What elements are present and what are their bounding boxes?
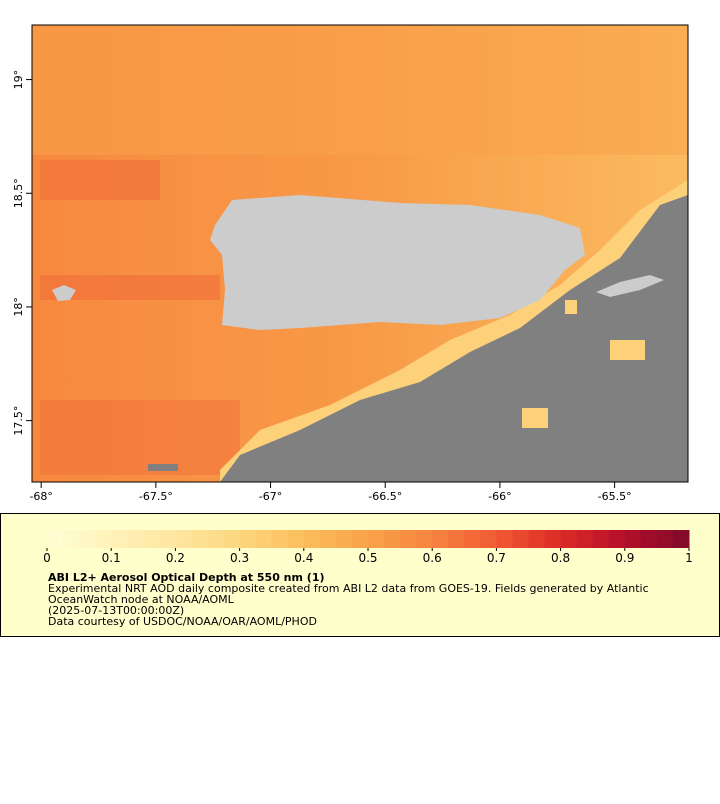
colorbar-cell bbox=[223, 530, 241, 548]
colorbar: 0 0.1 0.2 0.3 0.4 0.5 0.6 0.7 0.8 0.9 1 bbox=[43, 530, 693, 565]
caption-title: ABI L2+ Aerosol Optical Depth at 550 nm … bbox=[48, 571, 325, 584]
colorbar-cell bbox=[255, 530, 273, 548]
caption-line: OceanWatch node at NOAA/AOML bbox=[48, 593, 235, 606]
aod-patch bbox=[522, 408, 548, 428]
colorbar-cell bbox=[512, 530, 529, 548]
land-puerto-rico bbox=[210, 195, 585, 330]
colorbar-cell bbox=[672, 530, 690, 548]
colorbar-cell bbox=[400, 530, 417, 548]
colorbar-cell bbox=[79, 530, 96, 548]
caption-line: (2025-07-13T00:00:00Z) bbox=[48, 604, 184, 617]
colorbar-cell bbox=[432, 530, 449, 548]
colorbar-tick-label: 1 bbox=[685, 551, 693, 565]
colorbar-cell bbox=[528, 530, 546, 548]
colorbar-cell bbox=[175, 530, 192, 548]
colorbar-cell bbox=[544, 530, 562, 548]
no-data bbox=[148, 464, 178, 471]
map-plot bbox=[31, 24, 689, 483]
plot-frame bbox=[31, 24, 689, 483]
colorbar-tick-label: 0.3 bbox=[230, 551, 249, 565]
no-data bbox=[220, 195, 688, 482]
colorbar-cell bbox=[464, 530, 481, 548]
colorbar-cell bbox=[287, 530, 305, 548]
colorbar-cell bbox=[656, 530, 674, 548]
colorbar-cell bbox=[159, 530, 176, 548]
colorbar-cell bbox=[95, 530, 112, 548]
colorbar-cell bbox=[608, 530, 626, 548]
aod-patch bbox=[610, 340, 645, 360]
colorbar-cell bbox=[239, 530, 257, 548]
colorbar-tick-label: 0.4 bbox=[294, 551, 313, 565]
colorbar-cell bbox=[496, 530, 513, 548]
colorbar-tick-label: 0.5 bbox=[358, 551, 377, 565]
colorbar-cell bbox=[368, 530, 385, 548]
colorbar-cell bbox=[640, 530, 658, 548]
colorbar-tick-label: 0.8 bbox=[551, 551, 570, 565]
colorbar-cell bbox=[624, 530, 642, 548]
caption-line: Experimental NRT AOD daily composite cre… bbox=[48, 582, 649, 595]
colorbar-cell bbox=[319, 530, 337, 548]
colorbar-tick-label: 0.9 bbox=[615, 551, 634, 565]
x-tick-label: -67.5° bbox=[139, 490, 173, 503]
colorbar-cell bbox=[560, 530, 578, 548]
x-tick-label: -66° bbox=[488, 490, 511, 503]
aod-patch bbox=[40, 400, 240, 475]
colorbar-cell bbox=[480, 530, 497, 548]
colorbar-tick-label: 0.7 bbox=[487, 551, 506, 565]
aod-patch bbox=[40, 160, 160, 200]
x-tick-label: -66.5° bbox=[368, 490, 402, 503]
colorbar-cell bbox=[335, 530, 353, 548]
colorbar-tick-label: 0 bbox=[43, 551, 51, 565]
colorbar-cell bbox=[271, 530, 289, 548]
y-tick-label: 18.5° bbox=[12, 178, 25, 208]
colorbar-cell bbox=[303, 530, 321, 548]
colorbar-cell bbox=[351, 530, 369, 548]
land-vieques bbox=[596, 275, 664, 297]
x-tick-label: -68° bbox=[29, 490, 52, 503]
colorbar-tick-label: 0.1 bbox=[102, 551, 121, 565]
colorbar-cell bbox=[127, 530, 144, 548]
caption-line: Data courtesy of USDOC/NOAA/OAR/AOML/PHO… bbox=[48, 615, 317, 628]
land-mona bbox=[52, 285, 76, 301]
colorbar-cell bbox=[47, 530, 64, 548]
colorbar-cell bbox=[111, 530, 128, 548]
colorbar-tick-label: 0.6 bbox=[423, 551, 442, 565]
aod-patch bbox=[565, 300, 577, 314]
colorbar-cell bbox=[63, 530, 80, 548]
colorbar-cell bbox=[592, 530, 610, 548]
colorbar-cell bbox=[448, 530, 465, 548]
aod-field-north bbox=[32, 25, 688, 155]
axes: -68° -67.5° -67° -66.5° -66° -65.5° 19° 18.5° 18… bbox=[12, 70, 632, 503]
colorbar-tick-label: 0.2 bbox=[166, 551, 185, 565]
x-tick-label: -65.5° bbox=[598, 490, 632, 503]
x-tick-label: -67° bbox=[259, 490, 282, 503]
colorbar-cell bbox=[207, 530, 225, 548]
colorbar-cell bbox=[576, 530, 594, 548]
y-tick-label: 19° bbox=[12, 70, 25, 90]
y-tick-label: 18° bbox=[12, 297, 25, 317]
colorbar-cell bbox=[384, 530, 401, 548]
colorbar-cell bbox=[191, 530, 208, 548]
y-tick-label: 17.5° bbox=[12, 406, 25, 436]
colorbar-cell bbox=[143, 530, 160, 548]
colorbar-cell bbox=[416, 530, 433, 548]
